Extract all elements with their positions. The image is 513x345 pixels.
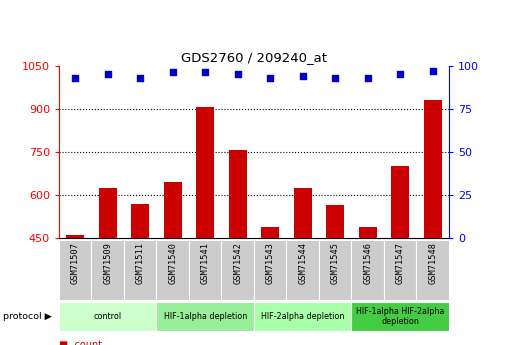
Point	[104, 71, 112, 77]
Point	[364, 75, 372, 80]
Point	[233, 71, 242, 77]
Point	[299, 73, 307, 79]
Text: GSM71548: GSM71548	[428, 241, 437, 284]
Bar	[294, 188, 311, 345]
Text: HIF-2alpha depletion: HIF-2alpha depletion	[261, 312, 344, 321]
Text: GSM71544: GSM71544	[298, 241, 307, 284]
Text: GSM71509: GSM71509	[103, 241, 112, 284]
Point	[331, 75, 339, 80]
Bar	[156, 302, 254, 331]
Bar	[424, 100, 442, 345]
Text: GSM71545: GSM71545	[331, 241, 340, 284]
Text: GSM71540: GSM71540	[168, 241, 177, 284]
Bar	[124, 240, 156, 300]
Bar	[351, 240, 384, 300]
Bar	[131, 204, 149, 345]
Bar	[99, 188, 116, 345]
Text: GSM71547: GSM71547	[396, 241, 405, 284]
Bar	[196, 107, 214, 345]
Bar	[66, 235, 84, 345]
Title: GDS2760 / 209240_at: GDS2760 / 209240_at	[181, 51, 327, 65]
Text: GSM71546: GSM71546	[363, 241, 372, 284]
Bar	[261, 227, 279, 345]
Point	[428, 68, 437, 73]
Bar	[222, 240, 254, 300]
Bar	[286, 240, 319, 300]
Point	[201, 70, 209, 75]
Bar	[164, 182, 182, 345]
Text: protocol ▶: protocol ▶	[3, 312, 51, 321]
Bar	[59, 302, 156, 331]
Bar	[417, 240, 449, 300]
Bar	[359, 227, 377, 345]
Bar	[156, 240, 189, 300]
Text: GSM71542: GSM71542	[233, 241, 242, 284]
Point	[169, 70, 177, 75]
Point	[396, 71, 404, 77]
Bar	[59, 240, 91, 300]
Text: GSM71511: GSM71511	[136, 241, 145, 284]
Text: HIF-1alpha HIF-2alpha
depletion: HIF-1alpha HIF-2alpha depletion	[356, 307, 444, 326]
Bar	[91, 240, 124, 300]
Text: GSM71543: GSM71543	[266, 241, 274, 284]
Point	[136, 75, 144, 80]
Bar	[384, 240, 417, 300]
Text: GSM71541: GSM71541	[201, 241, 210, 284]
Bar	[254, 240, 286, 300]
Bar	[326, 205, 344, 345]
Point	[71, 75, 80, 80]
Bar	[254, 302, 351, 331]
Bar	[189, 240, 222, 300]
Bar	[351, 302, 449, 331]
Bar	[391, 166, 409, 345]
Text: HIF-1alpha depletion: HIF-1alpha depletion	[164, 312, 247, 321]
Text: GSM71507: GSM71507	[71, 241, 80, 284]
Text: control: control	[94, 312, 122, 321]
Point	[266, 75, 274, 80]
Text: ■  count: ■ count	[59, 340, 102, 345]
Bar	[229, 150, 247, 345]
Bar	[319, 240, 351, 300]
